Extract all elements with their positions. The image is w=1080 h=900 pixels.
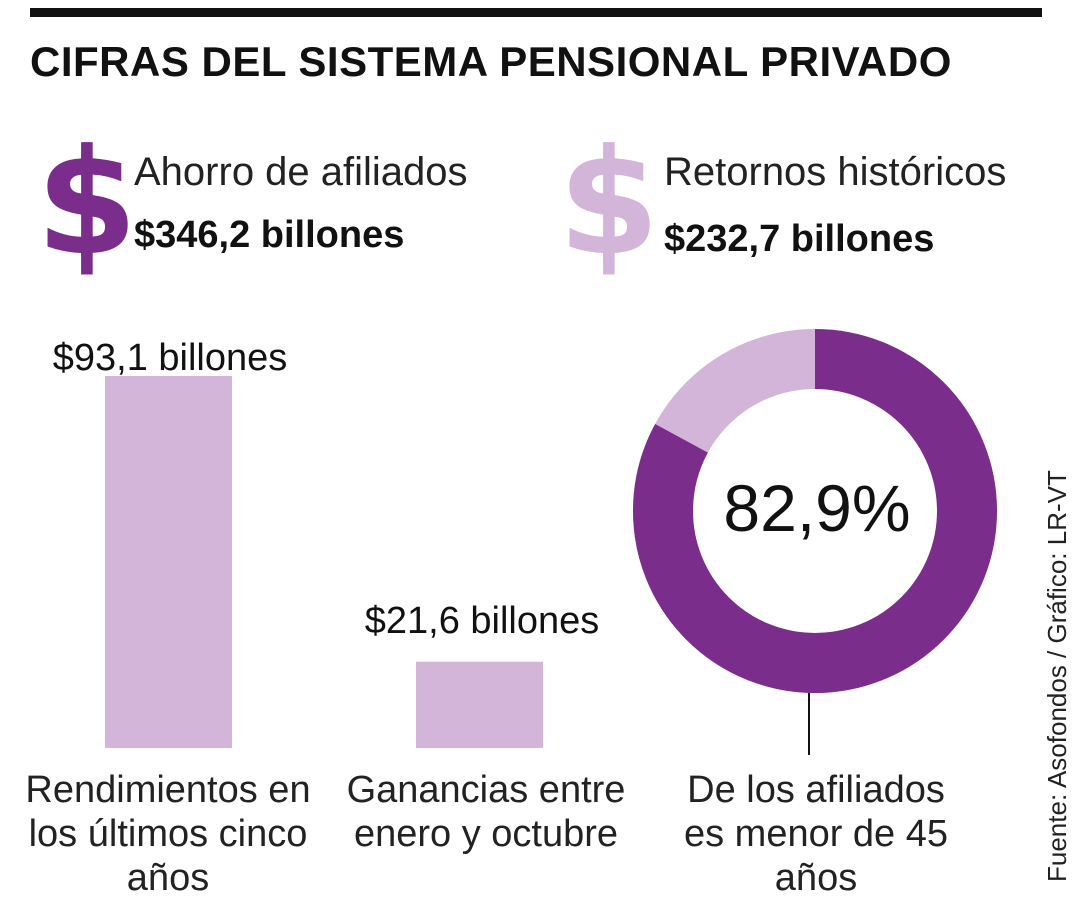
- bar-rendimientos: [105, 376, 232, 748]
- bar-value-label-ganancias: $21,6 billones: [364, 600, 600, 642]
- leader-line: [808, 693, 810, 755]
- category-label-afiliados: De los afiliados es menor de 45 años: [683, 769, 949, 899]
- donut-slice-under-45: [633, 329, 997, 693]
- stat-returns-label: Retornos históricos: [664, 150, 1007, 194]
- dollar-sign-icon: $: [36, 118, 138, 288]
- donut-chart: [633, 329, 997, 693]
- top-rule: [30, 8, 1042, 17]
- stat-returns-value: $232,7 billones: [664, 218, 935, 260]
- donut-percentage: 82,9%: [723, 471, 911, 545]
- category-label-rendimientos: Rendimientos en los últimos cinco años: [25, 769, 311, 899]
- stat-savings-label: Ahorro de afiliados: [134, 150, 468, 194]
- category-label-ganancias: Ganancias entre enero y octubre: [346, 769, 626, 855]
- source-credit: Fuente: Asofondos / Gráfico: LR-VT: [1042, 470, 1072, 882]
- dollar-sign-icon: $: [558, 118, 660, 288]
- bar-value-label-rendimientos: $93,1 billones: [52, 337, 288, 379]
- bar-ganancias: [416, 661, 543, 748]
- stat-savings-value: $346,2 billones: [134, 214, 405, 256]
- page-title: CIFRAS DEL SISTEMA PENSIONAL PRIVADO: [30, 38, 952, 85]
